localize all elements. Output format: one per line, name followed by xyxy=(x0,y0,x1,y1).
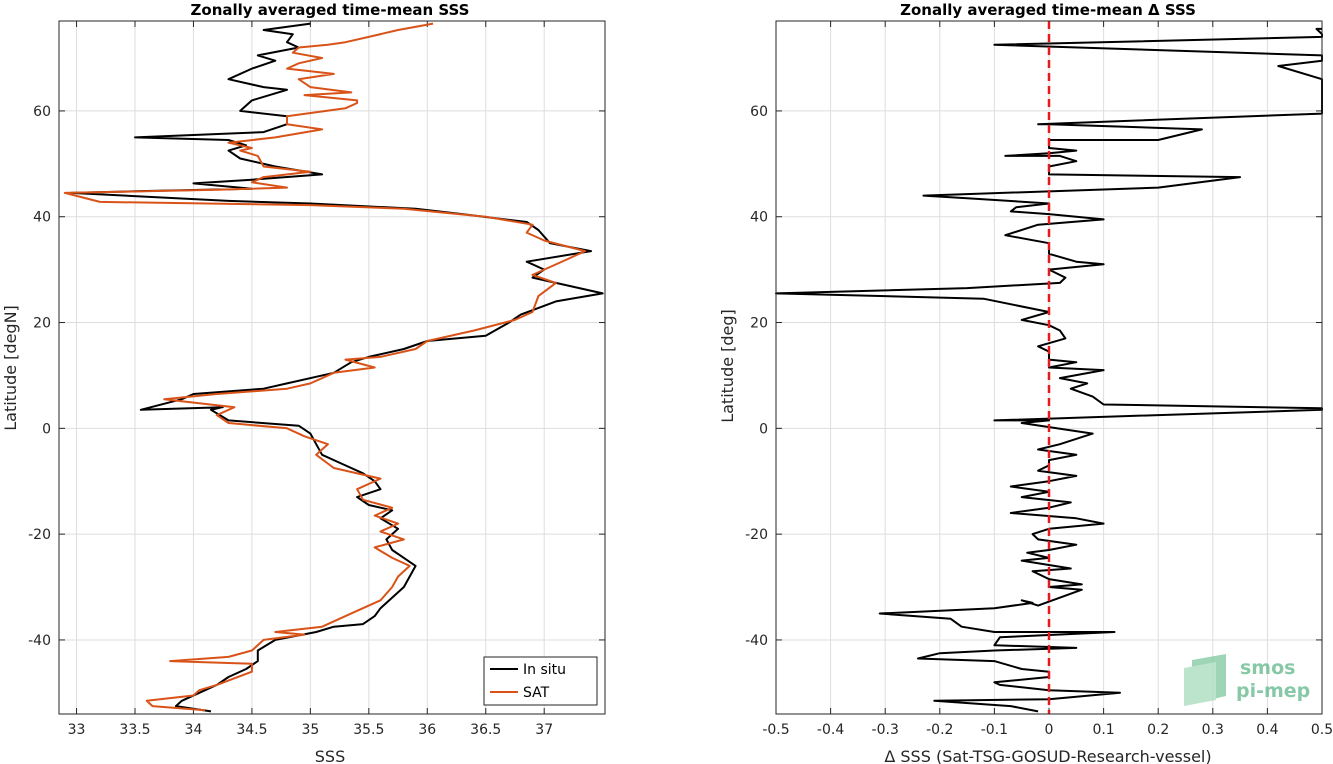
delta-y-tick-label: 20 xyxy=(750,316,768,332)
sss-panel: 33 33.5 34 34.5 35 35.5 36 36.5 37 -40 -20 0 20 40 60… xyxy=(1,1,606,764)
delta-x-tick-label: 0.2 xyxy=(1147,722,1169,738)
delta-x-tick-label: -0.5 xyxy=(762,722,789,738)
delta-x-tick-label: -0.3 xyxy=(872,722,899,738)
delta-y-tick-label: -40 xyxy=(745,633,768,649)
legend-label-in-situ: In situ xyxy=(523,662,566,678)
sss-x-axis-label: SSS xyxy=(315,747,345,764)
sss-x-tick-labels: 33 33.5 34 34.5 35 35.5 36 36.5 37 xyxy=(68,722,553,738)
sss-x-tick-label: 33 xyxy=(68,722,86,738)
sss-y-tick-label: -20 xyxy=(28,527,51,543)
logo-text-smos: smos xyxy=(1240,657,1295,679)
sss-x-tick-label: 34 xyxy=(185,722,203,738)
logo-shape-front xyxy=(1184,662,1216,706)
sss-x-tick-label: 33.5 xyxy=(119,722,150,738)
sss-x-tick-label: 35.5 xyxy=(353,722,384,738)
sss-y-tick-label: 0 xyxy=(42,421,51,437)
delta-y-tick-labels: -40 -20 0 20 40 60 xyxy=(745,104,768,649)
delta-y-tick-label: 0 xyxy=(759,421,768,437)
delta-y-axis-label: Latitude [deg] xyxy=(718,309,737,423)
sss-legend: In situ SAT xyxy=(483,656,598,706)
delta-x-tick-label: -0.1 xyxy=(981,722,1008,738)
delta-x-axis-label: Δ SSS (Sat-TSG-GOSUD-Research-vessel) xyxy=(884,747,1211,764)
delta-x-tick-label: -0.4 xyxy=(817,722,844,738)
sss-x-tick-label: 34.5 xyxy=(236,722,267,738)
sss-y-tick-label: 60 xyxy=(33,104,51,120)
delta-y-tick-label: -20 xyxy=(745,527,768,543)
sss-y-tick-labels: -40 -20 0 20 40 60 xyxy=(28,104,51,649)
sss-x-tick-label: 36 xyxy=(418,722,436,738)
delta-axes-box xyxy=(775,20,1323,715)
legend-box xyxy=(483,656,598,706)
delta-x-tick-label: 0.5 xyxy=(1311,722,1333,738)
sss-plot-area xyxy=(59,21,605,714)
delta-x-tick-label: 0 xyxy=(1045,722,1054,738)
sss-x-tick-label: 36.5 xyxy=(470,722,501,738)
delta-y-tick-label: 40 xyxy=(750,210,768,226)
sss-y-tick-label: 40 xyxy=(33,210,51,226)
sss-series-lines xyxy=(63,22,604,713)
smos-pi-mep-logo: smos pi-mep xyxy=(1184,654,1310,706)
delta-x-tick-labels: -0.5 -0.4 -0.3 -0.2 -0.1 0 0.1 0.2 0.3 0.4 0.5 xyxy=(762,722,1333,738)
sss-x-tick-label: 35 xyxy=(301,722,319,738)
legend-label-sat: SAT xyxy=(523,685,550,701)
sss-y-axis-label: Latitude [degN] xyxy=(1,305,20,431)
sss-line-in-situ xyxy=(69,22,604,713)
delta-x-tick-label: 0.4 xyxy=(1256,722,1278,738)
delta-x-tick-label: 0.3 xyxy=(1202,722,1224,738)
logo-text-pi-mep: pi-mep xyxy=(1236,680,1310,702)
delta-y-tick-label: 60 xyxy=(750,104,768,120)
sss-line-sat xyxy=(63,22,587,712)
sss-y-tick-label: 20 xyxy=(33,316,51,332)
sss-axes-box xyxy=(58,20,606,715)
delta-chart-title: Zonally averaged time-mean Δ SSS xyxy=(900,1,1196,19)
sss-chart-title: Zonally averaged time-mean SSS xyxy=(191,1,470,19)
delta-sss-panel: -0.5 -0.4 -0.3 -0.2 -0.1 0 0.1 0.2 0.3 0.4 0.5 -40… xyxy=(718,1,1333,764)
sss-x-tick-label: 37 xyxy=(535,722,553,738)
sss-y-tick-label: -40 xyxy=(28,633,51,649)
delta-x-tick-label: 0.1 xyxy=(1092,722,1114,738)
delta-x-tick-label: -0.2 xyxy=(926,722,953,738)
